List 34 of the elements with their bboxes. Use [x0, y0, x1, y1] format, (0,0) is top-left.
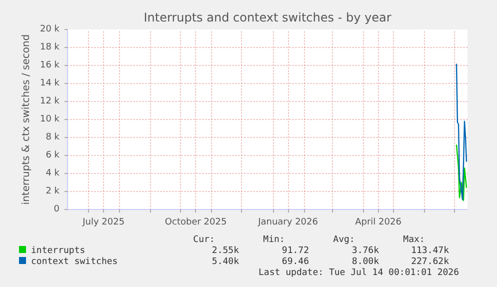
- y-tick-label: 8 k: [46, 132, 60, 142]
- y-tick-label: 10 k: [40, 114, 60, 124]
- legend-label: interrupts: [30, 246, 86, 257]
- text: 3.76k: [350, 246, 379, 257]
- x-tick-label: April 2026: [355, 218, 402, 228]
- text: Max:: [402, 235, 426, 246]
- x-tick-label: July 2025: [82, 218, 125, 228]
- y-tick-label: 2 k: [46, 186, 60, 196]
- y-tick-label: 16 k: [40, 60, 60, 70]
- chart-title: Interrupts and context switches - by year: [144, 10, 392, 24]
- text: 2.55k: [210, 246, 239, 257]
- y-axis-title: interrupts & ctx switches / second: [20, 34, 32, 205]
- line-series: [456, 144, 468, 202]
- text: 69.46: [280, 257, 309, 268]
- text: 113.47k: [410, 246, 449, 257]
- text: Min:: [262, 235, 286, 246]
- x-tick-label: October 2025: [164, 218, 227, 228]
- y-tick-label: 20 k: [40, 24, 60, 34]
- text: 227.62k: [410, 257, 449, 268]
- y-tick-label: 14 k: [40, 78, 60, 88]
- x-tick-label: January 2026: [257, 218, 318, 228]
- y-tick-label: 6 k: [46, 150, 60, 160]
- line-series: [456, 63, 468, 200]
- text: Cur:: [192, 235, 216, 246]
- legend-label: context switches: [30, 257, 119, 268]
- y-tick-label: 0: [54, 204, 60, 214]
- text: Last update: Tue Jul 14 00:01:01 2026: [258, 268, 459, 279]
- y-tick-label: 4 k: [46, 168, 60, 178]
- text: 8.00k: [350, 257, 379, 268]
- y-tick-label: 18 k: [40, 42, 60, 52]
- text: 91.72: [280, 246, 309, 257]
- text: Avg:: [332, 235, 356, 246]
- y-tick-label: 12 k: [40, 96, 60, 106]
- text: 5.40k: [210, 257, 239, 268]
